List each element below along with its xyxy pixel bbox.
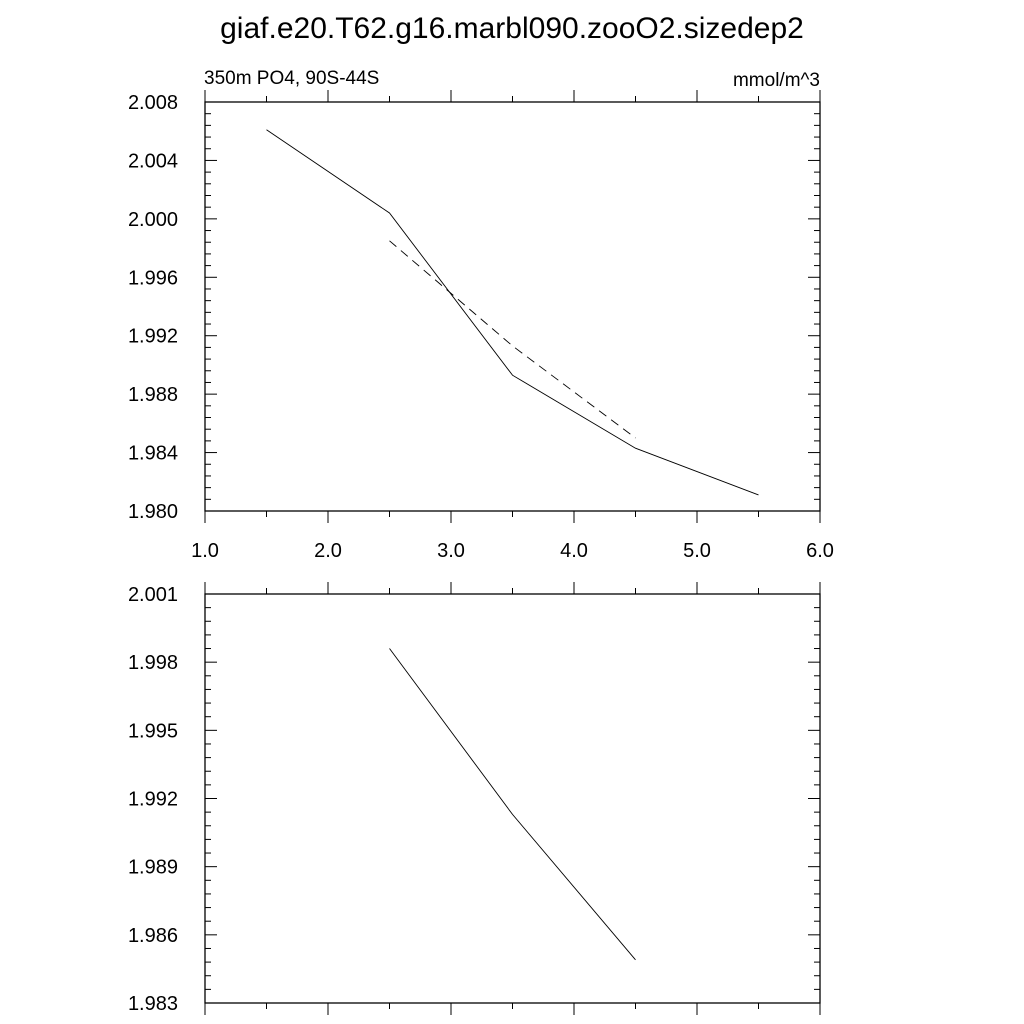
y-tick-label: 1.984 — [128, 443, 178, 465]
bottom-panel: 2.001 1.998 1.995 1.992 1.989 1.986 1.983 — [128, 582, 821, 1015]
solid-series-line — [389, 648, 636, 961]
y-tick-label: 2.000 — [128, 209, 178, 231]
y-tick-label: 1.996 — [128, 267, 178, 289]
y-tick-label: 2.004 — [128, 150, 178, 172]
figure-title: giaf.e20.T62.g16.marbl090.zooO2.sizedep2 — [220, 12, 804, 45]
y-tick-label: 1.980 — [128, 501, 178, 523]
y-tick-label: 1.989 — [128, 857, 178, 879]
top-panel: 2.008 2.004 2.000 1.996 1.992 1.988 1.984 1.980… — [128, 90, 834, 562]
y-tick-label: 1.986 — [128, 925, 178, 947]
dashed-series-line — [389, 240, 636, 439]
x-tick-label: 3.0 — [437, 540, 465, 562]
y-tick-label: 1.988 — [128, 384, 178, 406]
x-tick-label: 2.0 — [314, 540, 342, 562]
y-tick-label: 2.008 — [128, 92, 178, 114]
solid-series-line — [266, 129, 759, 496]
y-tick-label: 1.992 — [128, 789, 178, 811]
x-tick-label: 4.0 — [560, 540, 588, 562]
y-tick-label: 1.995 — [128, 720, 178, 742]
plot-frame — [204, 101, 821, 512]
y-tick-label: 1.992 — [128, 326, 178, 348]
x-tick-label: 5.0 — [683, 540, 711, 562]
plot-frame — [204, 593, 821, 1004]
y-tick-label: 1.998 — [128, 652, 178, 674]
left-subtitle: 350m PO4, 90S-44S — [204, 68, 379, 89]
y-tick-label: 2.001 — [128, 584, 178, 606]
x-tick-label: 6.0 — [806, 540, 834, 562]
x-tick-label: 1.0 — [191, 540, 219, 562]
right-subtitle: mmol/m^3 — [733, 70, 820, 91]
y-tick-label: 1.983 — [128, 993, 178, 1015]
